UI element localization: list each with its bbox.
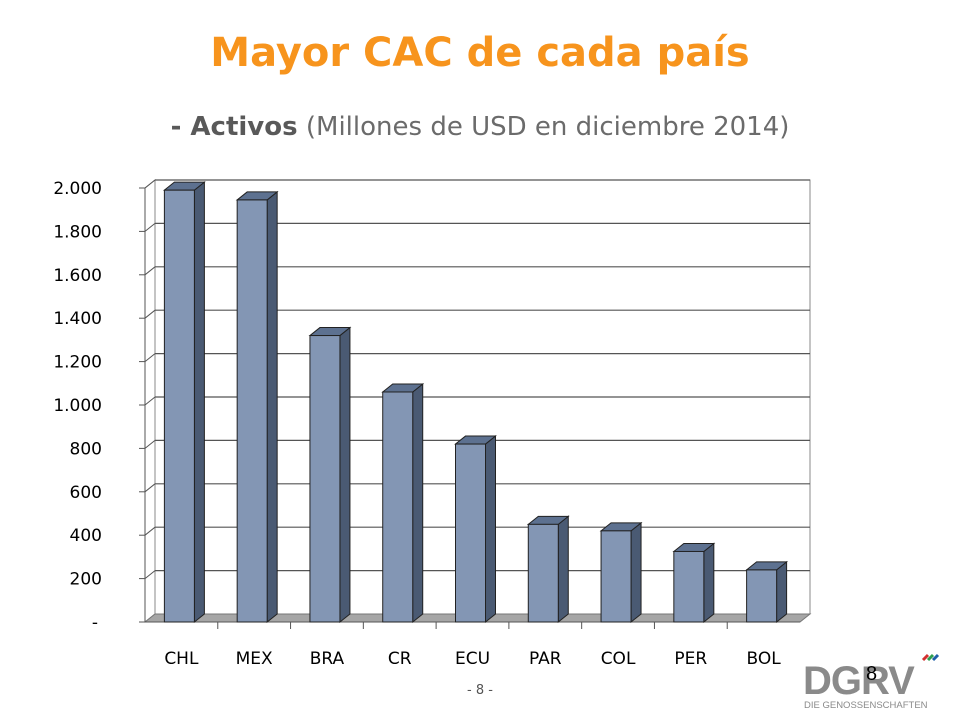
page-label: - 8 - xyxy=(467,683,493,698)
bar-side xyxy=(485,435,496,624)
bar-col xyxy=(600,530,632,623)
x-tick-label: PAR xyxy=(529,649,562,669)
bar-ecu xyxy=(455,443,486,623)
bar-mex xyxy=(236,199,268,623)
subtitle-rest: (Millones de USD en diciembre 2014) xyxy=(297,112,790,142)
y-tick-label: 1.400 xyxy=(53,309,102,329)
x-tick-label: CHL xyxy=(164,649,199,669)
logo-accent-red xyxy=(921,653,930,662)
slide-title: Mayor CAC de cada país xyxy=(210,30,750,76)
bar-side xyxy=(630,521,642,624)
bar-per xyxy=(673,550,705,623)
y-tick-label: 1.800 xyxy=(53,222,102,242)
x-tick-label: COL xyxy=(601,649,636,669)
gridline-side xyxy=(144,570,156,579)
bar-bra xyxy=(309,335,341,623)
bar-side xyxy=(339,326,351,624)
gridline-side xyxy=(144,440,156,449)
bar-side xyxy=(193,181,205,624)
bar-side xyxy=(703,542,715,624)
x-tick-label: MEX xyxy=(236,649,273,669)
y-tick-label: 400 xyxy=(70,526,102,546)
gridline-side xyxy=(144,223,156,232)
gridline-side xyxy=(144,353,156,362)
y-tick-label: 800 xyxy=(70,439,102,459)
x-tick-label: PER xyxy=(674,649,707,669)
gridline-side xyxy=(144,179,156,189)
bar-side xyxy=(557,515,569,624)
x-tick-label: ECU xyxy=(455,649,490,669)
gridline-side xyxy=(144,266,156,276)
dgrv-logo: DGRV DIE GENOSSENSCHAFTEN xyxy=(803,653,940,711)
x-tick-label: BOL xyxy=(747,649,782,669)
logo-accent-green xyxy=(926,653,935,662)
bar-bol xyxy=(746,569,778,623)
bar-side xyxy=(266,190,278,624)
gridline-side xyxy=(144,483,156,493)
bar-chl xyxy=(163,189,195,623)
y-tick-label: 1.200 xyxy=(53,353,102,373)
y-tick-label: 2.000 xyxy=(53,179,102,199)
y-tick-label: - xyxy=(92,613,98,633)
x-tick-label: CR xyxy=(388,649,412,669)
logo-subtext: DIE GENOSSENSCHAFTEN xyxy=(804,700,928,711)
bar-cr xyxy=(382,391,414,623)
logo-text: DGRV xyxy=(803,659,915,703)
logo-accent-blue xyxy=(931,653,940,662)
y-tick-label: 1.000 xyxy=(53,396,102,416)
y-tick-label: 200 xyxy=(70,570,102,590)
gridline-side xyxy=(144,396,156,406)
subtitle-prefix: - Activos xyxy=(170,112,298,142)
x-tick-label: BRA xyxy=(310,649,345,669)
bar-side xyxy=(776,560,788,624)
gridline-side xyxy=(144,309,156,319)
gridline-side xyxy=(144,526,156,536)
bar-par xyxy=(527,523,559,623)
y-tick-label: 1.600 xyxy=(53,266,102,286)
y-tick-label: 600 xyxy=(70,483,102,503)
slide-number: 8 xyxy=(866,663,878,685)
bar-side xyxy=(412,382,424,624)
slide-subtitle: - Activos (Millones de USD en diciembre … xyxy=(0,112,960,142)
